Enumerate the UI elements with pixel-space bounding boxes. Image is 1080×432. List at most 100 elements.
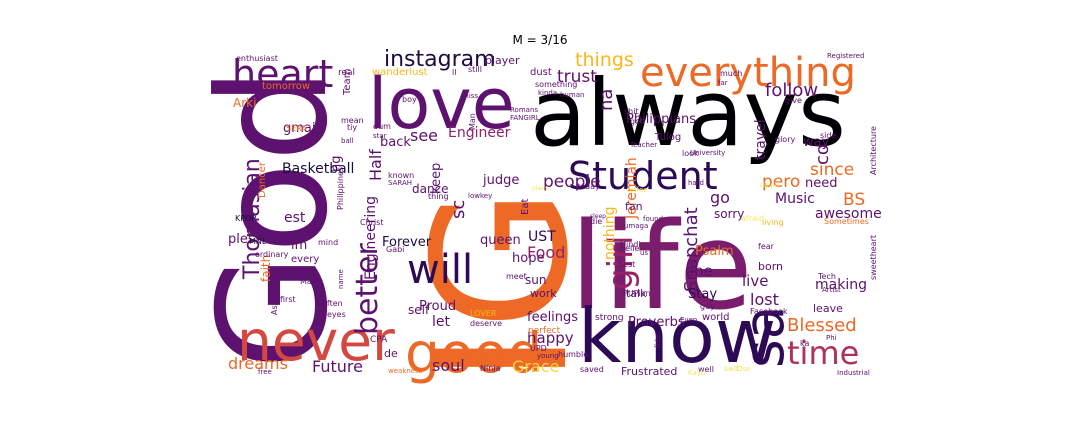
cloud-word: go (710, 188, 730, 207)
cloud-word: thing (428, 192, 449, 201)
cloud-word: often (322, 299, 343, 308)
cloud-word: hope (512, 251, 544, 266)
cloud-word: nothing (602, 207, 618, 260)
cloud-word: instagram (384, 47, 496, 72)
cloud-word: better (350, 243, 385, 335)
cloud-word: Snapchat (681, 207, 702, 292)
cloud-word: young (537, 352, 559, 360)
cloud-word: let (432, 314, 451, 330)
cloud-word: dance (412, 182, 449, 196)
cloud-word: dum (373, 122, 391, 131)
cloud-word: see (410, 126, 438, 145)
cloud-word: back (380, 135, 411, 150)
cloud-word: Philippines (336, 167, 345, 210)
cloud-word: die (590, 217, 602, 226)
cloud-word: travel (753, 119, 769, 160)
cloud-word: people (543, 172, 601, 192)
cloud-word: life (570, 198, 753, 337)
cloud-word: Christ (360, 218, 383, 227)
cloud-word: God (187, 67, 361, 370)
cloud-word: way (803, 135, 830, 150)
cloud-word: know (578, 292, 776, 380)
cloud-word: love (368, 63, 515, 145)
cloud-word: Tulog (654, 132, 681, 143)
cloud-word: afraid (741, 214, 764, 223)
cloud-word: Industrial (837, 369, 870, 377)
cloud-word: Music (775, 191, 815, 207)
cloud-word: Half (366, 149, 385, 181)
cloud-word: Ninja (480, 364, 501, 373)
cloud-word: Student (568, 154, 718, 198)
cloud-word: Even (680, 316, 697, 324)
cloud-word: ll (452, 68, 456, 77)
cloud-word: always (530, 60, 846, 167)
cloud-word: Eat (520, 199, 531, 215)
cloud-word: pero (762, 172, 800, 192)
cloud-word: sc (448, 200, 469, 219)
cloud-word: faith (259, 255, 273, 282)
cloud-word: fear (758, 242, 775, 251)
cloud-word: meet (506, 272, 527, 281)
cloud-word: known (388, 171, 414, 180)
cloud-word: world (702, 312, 730, 323)
cloud-word: Architecture (869, 126, 878, 175)
cloud-word: est (284, 210, 306, 226)
cloud-word: live (742, 272, 768, 290)
cloud-word: need (805, 176, 838, 191)
cloud-word: Food (527, 243, 565, 262)
cloud-word: kinda (538, 89, 557, 97)
cloud-word: wanderlust (372, 67, 428, 78)
cloud-word: BS (843, 190, 865, 210)
cloud-word: keep (429, 163, 444, 194)
cloud-word: Registered (827, 52, 864, 60)
cloud-word: side (820, 131, 836, 140)
cloud-word: found (643, 215, 663, 223)
cloud-word: Jeremiah (624, 157, 640, 220)
cloud-word: umaga (624, 222, 648, 230)
cloud-word: queen (480, 233, 521, 248)
cloud-word: work (530, 287, 557, 300)
cloud-word: simple (760, 182, 780, 189)
cloud-word: KPOP (235, 214, 256, 223)
cloud-word: Ose (737, 365, 750, 373)
cloud-word: making (815, 277, 867, 293)
cloud-word: Aspiring (270, 282, 279, 315)
cloud-word: far (718, 79, 728, 87)
cloud-word: strong (595, 313, 624, 323)
cloud-word: fide (654, 335, 662, 348)
cloud-word: belle (620, 244, 639, 253)
cloud-word: sleep (590, 213, 606, 220)
cloud-word: Grace (512, 357, 559, 376)
cloud-word: everything (640, 50, 856, 96)
cloud-word: player (485, 54, 520, 67)
cloud-word: Sometimes (824, 217, 869, 226)
cloud-word: every (291, 254, 319, 265)
cloud-word: Phi (826, 334, 837, 342)
cloud-word: SERA (286, 124, 307, 133)
cloud-word: name (337, 269, 345, 289)
cloud-word: Dancer (257, 161, 268, 198)
cloud-word: leave (813, 302, 843, 315)
cloud-word: mind (318, 238, 338, 247)
cloud-word: awesome (815, 206, 882, 222)
cloud-word: one (685, 262, 713, 280)
cloud-word: still (468, 65, 482, 74)
cloud-word: good (405, 321, 542, 385)
cloud-word: Kayo (688, 369, 705, 377)
cloud-word: Stay (688, 287, 717, 302)
cloud-word: boy (402, 95, 417, 104)
cloud-word: Engineer (448, 125, 511, 141)
cloud-word: things (575, 49, 634, 71)
cloud-word: since (810, 160, 854, 180)
cloud-word: saved (580, 365, 604, 374)
cloud-word: na (596, 89, 617, 111)
cloud-word: never (237, 309, 395, 373)
figure-title: M = 3/16 (512, 33, 568, 47)
cloud-word: Tech (817, 272, 836, 281)
cloud-word: sweetheart (869, 235, 878, 280)
cloud-word: FANGIRL (510, 114, 540, 122)
cloud-word: ples (228, 232, 255, 247)
cloud-word: ball (341, 137, 354, 145)
cloud-word: Frustrated (621, 365, 677, 378)
